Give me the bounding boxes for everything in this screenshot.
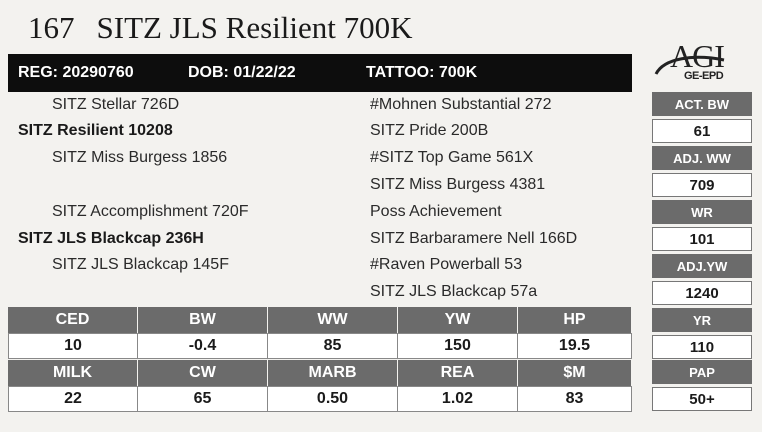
logo-swoosh-icon: [654, 55, 725, 75]
epd-value-milk: 22: [8, 386, 138, 412]
date-of-birth: DOB: 01/22/22: [188, 64, 296, 81]
pap-value: 50+: [652, 387, 752, 411]
epd-value-ww: 85: [268, 333, 398, 359]
pedigree-dam-dam: SITZ JLS Blackcap 145F: [52, 256, 229, 273]
adj-ww-value: 709: [652, 173, 752, 197]
adj-yw-value: 1240: [652, 281, 752, 305]
wr-label: WR: [652, 200, 752, 224]
lot-number: 167: [28, 10, 75, 45]
epd-value-yw: 150: [398, 333, 518, 359]
act-bw-label: ACT. BW: [652, 92, 752, 116]
epd-table-1: CED BW WW YW HP 10 -0.4 85 150 19.5: [8, 307, 632, 359]
epd-table-2: MILK CW MARB REA $M 22 65 0.50 1.02 83: [8, 360, 632, 412]
epd-header-ww: WW: [268, 307, 398, 333]
epd-header-yw: YW: [398, 307, 518, 333]
pedigree-ds-sire: Poss Achievement: [370, 203, 502, 220]
epd-value-m: 83: [518, 386, 632, 412]
animal-name: SITZ JLS Resilient 700K: [96, 10, 413, 45]
epd-header-m: $M: [518, 360, 632, 386]
registration-bar: REG: 20290760 DOB: 01/22/22 TATTOO: 700K: [8, 54, 632, 92]
pedigree-dam-sire: SITZ Accomplishment 720F: [52, 203, 249, 220]
yr-label: YR: [652, 308, 752, 332]
pap-label: PAP: [652, 360, 752, 384]
epd-header-rea: REA: [398, 360, 518, 386]
adj-yw-label: ADJ.YW: [652, 254, 752, 278]
epd-value-rea: 1.02: [398, 386, 518, 412]
pedigree-sire-sire: SITZ Stellar 726D: [52, 96, 180, 113]
pedigree-ds-dam: SITZ Barbaramere Nell 166D: [370, 230, 578, 247]
act-bw-value: 61: [652, 119, 752, 143]
epd-header-marb: MARB: [268, 360, 398, 386]
epd-value-cw: 65: [138, 386, 268, 412]
epd-header-milk: MILK: [8, 360, 138, 386]
epd-value-hp: 19.5: [518, 333, 632, 359]
epd-value-bw: -0.4: [138, 333, 268, 359]
epd-header-ced: CED: [8, 307, 138, 333]
epd-value-marb: 0.50: [268, 386, 398, 412]
pedigree-ss-sire: #Mohnen Substantial 272: [370, 96, 552, 113]
pedigree-dam: SITZ JLS Blackcap 236H: [18, 230, 204, 247]
epd-header-bw: BW: [138, 307, 268, 333]
agi-logo: AGI GE-EPD: [650, 38, 754, 88]
pedigree-dd-sire: #Raven Powerball 53: [370, 256, 523, 273]
yr-value: 110: [652, 335, 752, 359]
epd-header-hp: HP: [518, 307, 632, 333]
logo-subtext: GE-EPD: [684, 70, 724, 82]
logo-text: AGI: [670, 38, 725, 74]
lot-title: 167 SITZ JLS Resilient 700K: [28, 10, 413, 46]
adj-ww-label: ADJ. WW: [652, 146, 752, 170]
registration-number: REG: 20290760: [18, 64, 134, 81]
epd-header-cw: CW: [138, 360, 268, 386]
tattoo: TATTOO: 700K: [366, 64, 478, 81]
pedigree-sd-dam: SITZ Miss Burgess 4381: [370, 176, 546, 193]
epd-value-ced: 10: [8, 333, 138, 359]
pedigree-sd-sire: #SITZ Top Game 561X: [370, 149, 534, 166]
pedigree-dd-dam: SITZ JLS Blackcap 57a: [370, 283, 538, 300]
pedigree-ss-dam: SITZ Pride 200B: [370, 122, 489, 139]
pedigree-sire-dam: SITZ Miss Burgess 1856: [52, 149, 228, 166]
pedigree-sire: SITZ Resilient 10208: [18, 122, 173, 139]
wr-value: 101: [652, 227, 752, 251]
